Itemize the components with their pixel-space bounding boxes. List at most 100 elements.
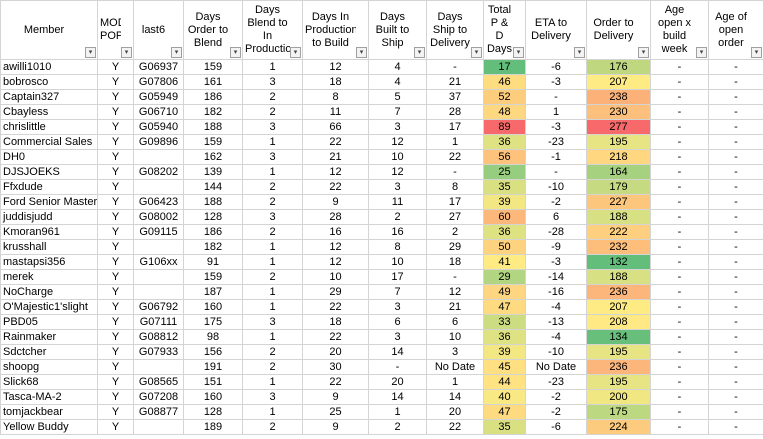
cell: 1 — [426, 134, 484, 150]
cell: - — [708, 419, 763, 435]
filter-button[interactable]: ▾ — [574, 47, 585, 58]
member-cell: DH0 — [0, 149, 98, 165]
cell: 35 — [483, 419, 526, 435]
cell: 161 — [183, 74, 243, 90]
cell: G05940 — [133, 119, 184, 135]
cell: 6 — [525, 209, 587, 225]
cell: 36 — [483, 134, 526, 150]
cell: Y — [97, 194, 134, 210]
filter-button[interactable]: ▾ — [414, 47, 425, 58]
cell: 182 — [183, 104, 243, 120]
cell: 186 — [183, 224, 243, 240]
filter-button[interactable]: ▾ — [121, 47, 132, 58]
filter-button[interactable]: ▾ — [751, 47, 762, 58]
member-cell: juddisjudd — [0, 209, 98, 225]
cell: -4 — [525, 329, 587, 345]
cell: 195 — [586, 374, 651, 390]
cell: 45 — [483, 359, 526, 375]
cell: 1 — [242, 134, 303, 150]
cell: - — [708, 179, 763, 195]
filter-button[interactable]: ▾ — [696, 47, 707, 58]
cell: 36 — [483, 224, 526, 240]
cell: -10 — [525, 344, 587, 360]
cell: -23 — [525, 134, 587, 150]
cell: - — [650, 359, 709, 375]
cell: 189 — [183, 419, 243, 435]
cell: -6 — [525, 59, 587, 75]
cell: 48 — [483, 104, 526, 120]
cell: G08812 — [133, 329, 184, 345]
cell: 3 — [242, 119, 303, 135]
cell: 17 — [426, 119, 484, 135]
cell: - — [708, 194, 763, 210]
cell: No Date — [426, 359, 484, 375]
cell: -1 — [525, 149, 587, 165]
cell: 36 — [483, 329, 526, 345]
cell: - — [650, 344, 709, 360]
cell: Y — [97, 224, 134, 240]
data-row: PBD05 Y G07111 175 3 18 6 6 33 -13 208- - — [0, 314, 763, 330]
cell: 22 — [302, 134, 369, 150]
filter-button[interactable]: ▾ — [230, 47, 241, 58]
cell: - — [650, 209, 709, 225]
filter-button[interactable]: ▾ — [356, 47, 367, 58]
filter-button[interactable]: ▾ — [638, 47, 649, 58]
cell: 21 — [426, 74, 484, 90]
cell: 21 — [426, 299, 484, 315]
cell — [133, 284, 184, 300]
cell: - — [650, 389, 709, 405]
member-cell: Ford Senior Master — [0, 194, 98, 210]
column-header: Days In Production to Build ▾ — [302, 0, 369, 60]
cell: 10 — [368, 254, 427, 270]
cell: Y — [97, 284, 134, 300]
member-cell: Commercial Sales — [0, 134, 98, 150]
cell: 16 — [302, 224, 369, 240]
cell: G06423 — [133, 194, 184, 210]
cell: - — [708, 359, 763, 375]
cell: 208 — [586, 314, 651, 330]
cell: -4 — [525, 299, 587, 315]
cell: G07933 — [133, 344, 184, 360]
member-cell: Captain327 — [0, 89, 98, 105]
cell: - — [426, 59, 484, 75]
cell: - — [708, 119, 763, 135]
cell: 3 — [242, 149, 303, 165]
cell: 35 — [483, 179, 526, 195]
member-cell: bobrosco — [0, 74, 98, 90]
member-cell: PBD05 — [0, 314, 98, 330]
cell: - — [650, 284, 709, 300]
filter-button[interactable]: ▾ — [471, 47, 482, 58]
cell: 195 — [586, 344, 651, 360]
cell: G08202 — [133, 164, 184, 180]
filter-button[interactable]: ▾ — [171, 47, 182, 58]
data-row: shoopg Y 191 2 30- No Date 45 No Date 236- - — [0, 359, 763, 375]
column-header: Age open x build week ▾ — [650, 0, 709, 60]
filter-button[interactable]: ▾ — [85, 47, 96, 58]
cell: - — [426, 164, 484, 180]
data-row: Tasca-MA-2 Y G07208 160 3 9 14 14 40 -2 200- - — [0, 389, 763, 405]
cell: 17 — [426, 194, 484, 210]
filter-button[interactable]: ▾ — [513, 47, 524, 58]
member-cell: O'Majestic1'slight — [0, 299, 98, 315]
cell: -14 — [525, 269, 587, 285]
cell: - — [708, 329, 763, 345]
cell: 22 — [426, 419, 484, 435]
cell: 18 — [302, 314, 369, 330]
cell: 227 — [586, 194, 651, 210]
cell: - — [650, 119, 709, 135]
column-header: last6 ▾ — [133, 0, 184, 60]
filter-button[interactable]: ▾ — [290, 47, 301, 58]
cell: 1 — [525, 104, 587, 120]
header-label: Days In Production to Build — [305, 10, 356, 49]
cell: 22 — [302, 374, 369, 390]
table-body: awilli1010 Y G06937 159 1 12 4-17 -6 176- - bobros… — [0, 59, 763, 435]
cell: 3 — [426, 344, 484, 360]
cell: 39 — [483, 344, 526, 360]
cell: 187 — [183, 284, 243, 300]
data-row: awilli1010 Y G06937 159 1 12 4-17 -6 176- - — [0, 59, 763, 75]
cell: 18 — [426, 254, 484, 270]
cell: 39 — [483, 194, 526, 210]
cell: 1 — [242, 404, 303, 420]
header-label: Days Blend to In Production — [245, 4, 290, 55]
cell: - — [650, 149, 709, 165]
